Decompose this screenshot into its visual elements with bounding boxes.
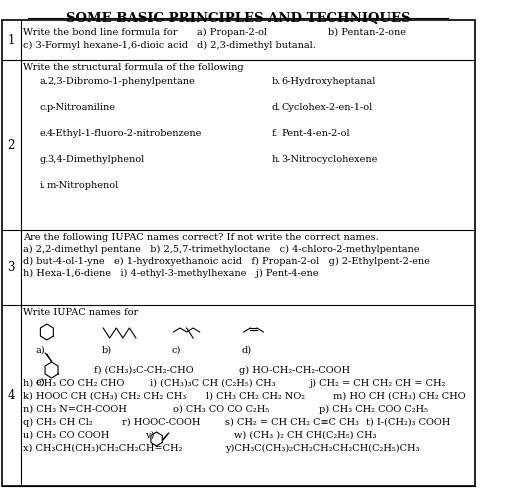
- Text: d) but-4-ol-1-yne   e) 1-hydroxyethanoic acid   f) Propan-2-ol   g) 2-Ethylpent-: d) but-4-ol-1-yne e) 1-hydroxyethanoic a…: [23, 257, 430, 266]
- Text: m-Nitrophenol: m-Nitrophenol: [47, 181, 119, 190]
- Text: l) CH₃ CH₂ CH₂ NO₂: l) CH₃ CH₂ CH₂ NO₂: [206, 392, 305, 401]
- Text: Cyclohex-2-en-1-ol: Cyclohex-2-en-1-ol: [281, 103, 373, 112]
- Text: d) 2,3-dimethyl butanal.: d) 2,3-dimethyl butanal.: [197, 41, 316, 50]
- Text: 1: 1: [8, 33, 15, 47]
- Text: g) HO-CH₂-CH₂-COOH: g) HO-CH₂-CH₂-COOH: [239, 366, 350, 375]
- Text: 4: 4: [8, 389, 15, 402]
- Text: j) CH₂ = CH CH₂ CH = CH₂: j) CH₂ = CH CH₂ CH = CH₂: [309, 379, 446, 388]
- Text: d.: d.: [272, 103, 281, 112]
- Text: a) Propan-2-ol: a) Propan-2-ol: [197, 28, 267, 37]
- Text: 6-Hydroxyheptanal: 6-Hydroxyheptanal: [281, 77, 376, 86]
- Text: k) HOOC CH (CH₃) CH₂ CH₂ CH₃: k) HOOC CH (CH₃) CH₂ CH₂ CH₃: [23, 392, 187, 401]
- Text: h) Hexa-1,6-diene   i) 4-ethyl-3-methylhexane   j) Pent-4-ene: h) Hexa-1,6-diene i) 4-ethyl-3-methylhex…: [23, 269, 319, 278]
- Text: m) HO CH (CH₃) CH₂ CHO: m) HO CH (CH₃) CH₂ CHO: [333, 392, 465, 401]
- Text: 2: 2: [8, 139, 15, 151]
- Text: f) (CH₃)₃C-CH₂-CHO: f) (CH₃)₃C-CH₂-CHO: [94, 366, 193, 375]
- Text: e.: e.: [39, 129, 48, 138]
- Text: s) CH₂ = CH CH₂ C≡C CH₃: s) CH₂ = CH CH₂ C≡C CH₃: [225, 418, 359, 427]
- Text: d): d): [242, 346, 252, 355]
- Text: p-Nitroaniline: p-Nitroaniline: [47, 103, 116, 112]
- Text: Pent-4-en-2-ol: Pent-4-en-2-ol: [281, 129, 350, 138]
- Text: p) CH₃ CH₂ COO C₂H₅: p) CH₃ CH₂ COO C₂H₅: [319, 405, 428, 414]
- Text: w) (CH₃ )₂ CH CH(C₂H₅) CH₃: w) (CH₃ )₂ CH CH(C₂H₅) CH₃: [234, 431, 377, 440]
- Text: SOME BASIC PRINCIPLES AND TECHNIQUES: SOME BASIC PRINCIPLES AND TECHNIQUES: [66, 12, 410, 25]
- Text: b): b): [101, 346, 111, 355]
- Text: 2,3-Dibromo-1-phenylpentane: 2,3-Dibromo-1-phenylpentane: [47, 77, 194, 86]
- Text: i.: i.: [39, 181, 46, 190]
- Text: h.: h.: [272, 155, 281, 164]
- Text: q) CH₃ CH Cl₂: q) CH₃ CH Cl₂: [23, 418, 93, 427]
- Text: c.: c.: [39, 103, 48, 112]
- Text: Are the following IUPAC names correct? If not write the correct names.: Are the following IUPAC names correct? I…: [23, 233, 379, 242]
- Text: b.: b.: [272, 77, 281, 86]
- Text: c) 3-Formyl hexane-1,6-dioic acid: c) 3-Formyl hexane-1,6-dioic acid: [23, 41, 188, 50]
- Text: a): a): [36, 346, 45, 355]
- Text: a) 2,2-dimethyl pentane   b) 2,5,7-trimethyloctane   c) 4-chloro-2-methylpentane: a) 2,2-dimethyl pentane b) 2,5,7-trimeth…: [23, 245, 420, 254]
- Text: t) I-(CH₂)₃ COOH: t) I-(CH₂)₃ COOH: [365, 418, 450, 427]
- Text: Write IUPAC names for: Write IUPAC names for: [23, 308, 138, 317]
- Text: u) CH₃ CO COOH: u) CH₃ CO COOH: [23, 431, 110, 440]
- Text: 4-Ethyl-1-fluoro-2-nitrobenzene: 4-Ethyl-1-fluoro-2-nitrobenzene: [47, 129, 202, 138]
- Text: y)CH₃C(CH₃)₂CH₂CH₂CH₂CH(C₂H₅)CH₃: y)CH₃C(CH₃)₂CH₂CH₂CH₂CH(C₂H₅)CH₃: [225, 444, 419, 453]
- Text: f.: f.: [272, 129, 278, 138]
- Text: e): e): [36, 378, 45, 387]
- Text: a.: a.: [39, 77, 48, 86]
- Text: 3-Nitrocyclohexene: 3-Nitrocyclohexene: [281, 155, 378, 164]
- Text: i) (CH₃)₃C CH (C₂H₅) CH₃: i) (CH₃)₃C CH (C₂H₅) CH₃: [150, 379, 276, 388]
- Text: o) CH₃ CO CO C₂H₅: o) CH₃ CO CO C₂H₅: [174, 405, 270, 414]
- Text: x) CH₃CH(CH₃)CH₂CH₂CH=CH₂: x) CH₃CH(CH₃)CH₂CH₂CH=CH₂: [23, 444, 183, 453]
- Text: h) CH₃ CO CH₂ CHO: h) CH₃ CO CH₂ CHO: [23, 379, 125, 388]
- Text: v): v): [146, 431, 155, 440]
- Text: b) Pentan-2-one: b) Pentan-2-one: [328, 28, 406, 37]
- Text: r) HOOC-COOH: r) HOOC-COOH: [122, 418, 201, 427]
- Text: c): c): [172, 346, 181, 355]
- Text: g.: g.: [39, 155, 49, 164]
- Text: n) CH₃ N=CH-COOH: n) CH₃ N=CH-COOH: [23, 405, 127, 414]
- Text: Write the bond line formula for: Write the bond line formula for: [23, 28, 178, 37]
- Text: 3,4-Dimethylphenol: 3,4-Dimethylphenol: [47, 155, 144, 164]
- Text: 3: 3: [8, 261, 15, 274]
- Text: Write the structural formula of the following: Write the structural formula of the foll…: [23, 63, 244, 72]
